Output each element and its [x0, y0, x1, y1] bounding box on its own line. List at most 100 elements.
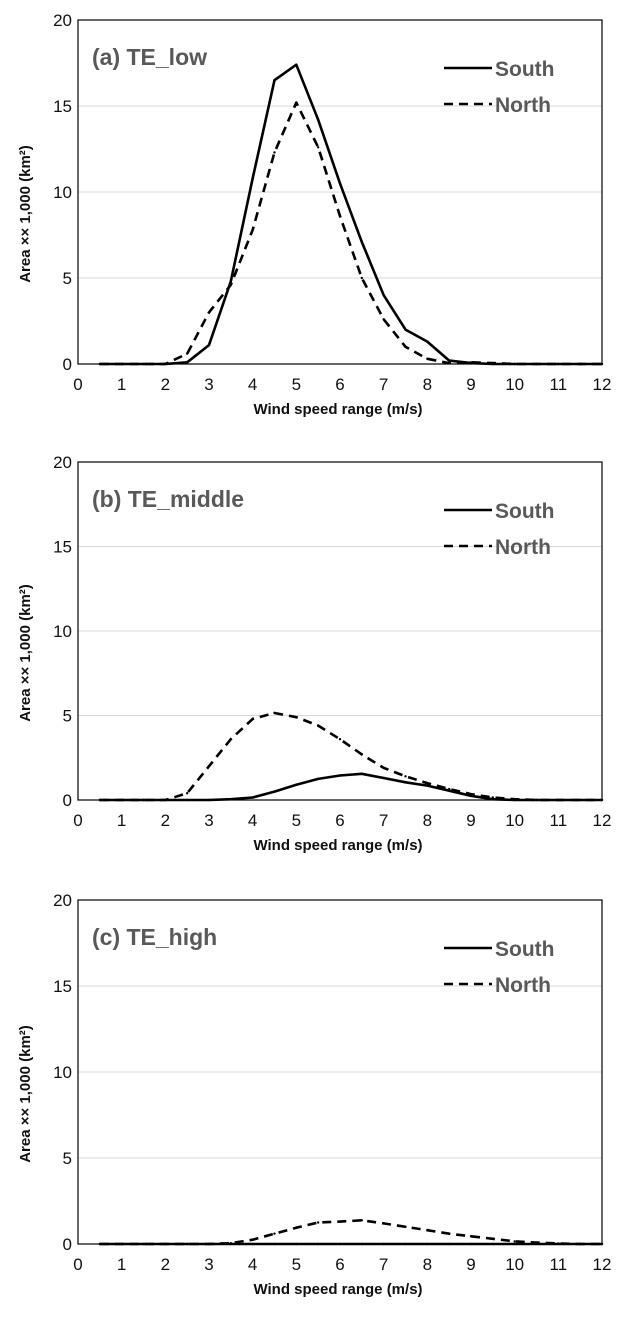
- data-point-south: [360, 240, 364, 244]
- plot-frame: [77, 461, 603, 801]
- data-point-north: [316, 146, 320, 149]
- x-tick-label: 3: [204, 811, 213, 830]
- data-point-south: [316, 1242, 320, 1246]
- panel-title: (b) TE_middle: [92, 486, 244, 512]
- data-point-north: [273, 151, 276, 154]
- x-axis-title: Wind speed range (m/s): [253, 837, 422, 854]
- x-tick-label: 5: [292, 375, 301, 394]
- data-point-north: [251, 228, 254, 232]
- data-point-north: [426, 781, 429, 785]
- y-tick-label: 15: [53, 97, 72, 116]
- x-tick-label: 9: [466, 1255, 475, 1274]
- data-point-south: [491, 1242, 495, 1246]
- data-point-north: [164, 1242, 167, 1246]
- data-point-south: [185, 798, 189, 802]
- x-tick-label: 12: [593, 811, 612, 830]
- chart-panel-te-low: 0 5 10 15 20 0 1 2 3 4 5 6 7 8 9 10 11 12 Wind speed range…: [0, 0, 628, 436]
- data-point-north: [557, 1242, 560, 1245]
- x-tick-label: 6: [335, 375, 344, 394]
- x-tick-label: 8: [423, 811, 432, 830]
- x-tick-label: 5: [292, 1255, 301, 1274]
- data-point-north: [251, 1238, 254, 1241]
- y-tick-label: 5: [63, 1149, 72, 1168]
- data-point-north: [142, 362, 145, 366]
- data-point-south: [295, 1242, 298, 1246]
- data-point-north: [535, 1241, 538, 1244]
- series-line-north: [99, 711, 602, 802]
- legend-label-north: North: [495, 94, 551, 117]
- data-point-south: [382, 1242, 385, 1246]
- data-point-north: [382, 318, 385, 321]
- legend-label-north: North: [495, 536, 551, 559]
- data-point-south: [338, 182, 342, 185]
- x-tick-label: 4: [248, 811, 257, 830]
- data-point-north: [426, 1229, 429, 1232]
- data-point-north: [535, 798, 538, 802]
- data-point-south: [251, 1242, 254, 1246]
- data-point-north: [382, 766, 385, 770]
- x-tick-label: 11: [550, 1255, 568, 1274]
- data-point-south: [273, 790, 276, 793]
- x-tick-label: 7: [379, 375, 388, 394]
- y-tick-label: 20: [53, 11, 72, 30]
- data-point-north: [404, 1225, 407, 1228]
- y-tick-label: 5: [63, 707, 72, 726]
- data-point-north: [316, 1221, 320, 1224]
- data-point-north: [513, 362, 516, 366]
- data-point-north: [491, 1237, 495, 1241]
- y-tick-label: 20: [53, 453, 72, 472]
- data-point-north: [98, 362, 102, 366]
- y-tick-label: 0: [63, 355, 72, 374]
- data-point-south: [426, 784, 429, 787]
- data-point-north: [447, 1232, 451, 1235]
- data-point-north: [404, 775, 407, 778]
- x-tick-label: 6: [335, 1255, 344, 1274]
- x-tick-label: 9: [466, 375, 475, 394]
- data-point-north: [142, 798, 145, 802]
- data-point-north: [295, 101, 298, 104]
- data-point-north: [469, 1235, 473, 1238]
- data-point-north: [273, 1232, 276, 1235]
- data-point-south: [491, 797, 495, 801]
- x-tick-label: 1: [117, 811, 126, 830]
- data-point-north: [229, 1241, 233, 1245]
- data-point-south: [295, 783, 298, 786]
- data-point-north: [207, 311, 211, 314]
- chart-panel-te-high: 0 5 10 15 20 0 1 2 3 4 5 6 7 8 9 10 11 12 Wind speed range…: [0, 880, 628, 1316]
- y-tick-label: 15: [53, 977, 72, 996]
- data-point-north: [600, 362, 604, 366]
- y-tick-label: 0: [63, 791, 72, 810]
- data-point-south: [207, 343, 211, 347]
- data-point-north: [360, 1219, 364, 1222]
- x-tick-label: 4: [248, 375, 257, 394]
- data-point-south: [513, 1242, 516, 1246]
- data-point-north: [295, 1226, 298, 1229]
- x-tick-label: 5: [292, 811, 301, 830]
- data-point-north: [273, 711, 276, 715]
- x-tick-label: 3: [204, 375, 213, 394]
- x-tick-label: 11: [550, 375, 568, 394]
- data-point-south: [207, 798, 211, 802]
- data-point-north: [185, 352, 189, 355]
- x-tick-label: 10: [505, 1255, 524, 1274]
- data-point-north: [491, 361, 495, 365]
- x-tick-label: 7: [379, 811, 388, 830]
- data-point-north: [316, 724, 320, 727]
- data-point-north: [578, 1242, 582, 1246]
- data-point-north: [98, 798, 102, 802]
- x-axis-title: Wind speed range (m/s): [253, 401, 422, 418]
- plot-frame: [77, 19, 603, 365]
- data-point-north: [360, 276, 364, 280]
- data-point-north: [535, 362, 538, 366]
- data-point-south: [447, 1242, 451, 1246]
- x-tick-label: 2: [161, 811, 170, 830]
- data-point-south: [426, 340, 429, 343]
- data-point-north: [120, 362, 123, 366]
- data-point-north: [513, 797, 516, 801]
- data-point-north: [207, 765, 211, 768]
- data-point-south: [295, 63, 298, 66]
- data-point-south: [360, 772, 364, 776]
